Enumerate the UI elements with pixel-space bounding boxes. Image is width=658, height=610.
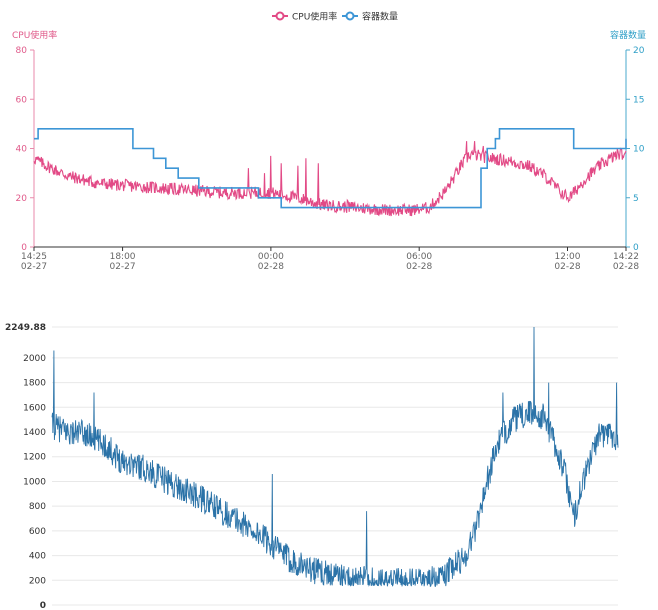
left-tick-label-4: 80	[16, 46, 28, 56]
legend-marker-1	[345, 11, 355, 21]
right-tick-label-0: 0	[633, 243, 639, 253]
y-tick-label-6: 1200	[23, 453, 46, 463]
x-tick-date-5: 02-28	[613, 262, 639, 272]
x-tick-date-3: 02-28	[406, 262, 432, 272]
left-axis-title: CPU使用率	[12, 29, 57, 41]
x-tick-time-2: 00:00	[258, 252, 284, 262]
y-tick-label-1: 200	[29, 576, 46, 586]
x-tick-time-1: 18:00	[110, 252, 136, 262]
y-tick-label-8: 1600	[23, 403, 46, 413]
x-tick-time-4: 12:00	[555, 252, 581, 262]
y-max-label: 2249.88	[5, 323, 46, 333]
x-tick-time-3: 06:00	[406, 252, 432, 262]
x-tick-time-5: 14:22	[613, 252, 639, 262]
left-tick-label-2: 40	[16, 145, 28, 155]
right-tick-label-4: 20	[633, 46, 645, 56]
y-tick-label-2: 400	[29, 552, 46, 562]
y-tick-label-5: 1000	[23, 477, 46, 487]
y-tick-label-3: 600	[29, 527, 46, 537]
y-tick-label-0: 0	[40, 601, 46, 610]
legend-label-0: CPU使用率	[292, 11, 337, 23]
x-tick-time-0: 14:25	[21, 252, 47, 262]
legend-label-1: 容器数量	[362, 11, 398, 23]
y-tick-label-9: 1800	[23, 379, 46, 389]
series-cpu-line	[33, 141, 627, 217]
value-line-chart: 0 200 400 600 800 1000 1200 1400 1600 1800 2000 224…	[5, 323, 619, 610]
left-tick-label-0: 0	[21, 243, 27, 253]
left-tick-label-3: 60	[16, 95, 28, 105]
y-tick-label-4: 800	[29, 502, 46, 512]
x-tick-date-1: 02-27	[109, 262, 135, 272]
series-container-line	[34, 128, 627, 209]
right-tick-label-2: 10	[633, 145, 645, 155]
x-tick-date-2: 02-28	[258, 262, 284, 272]
series-value-line	[51, 326, 619, 588]
right-tick-label-1: 5	[633, 194, 639, 204]
y-tick-label-10: 2000	[23, 354, 46, 364]
x-tick-date-4: 02-28	[554, 262, 580, 272]
left-tick-label-1: 20	[16, 194, 28, 204]
legend-marker-0	[275, 11, 285, 21]
x-tick-date-0: 02-27	[21, 262, 47, 272]
right-tick-label-3: 15	[633, 95, 644, 105]
y-tick-label-7: 1400	[23, 428, 46, 438]
right-axis-title: 容器数量	[610, 29, 646, 41]
legend: CPU使用率 容器数量	[272, 11, 398, 23]
